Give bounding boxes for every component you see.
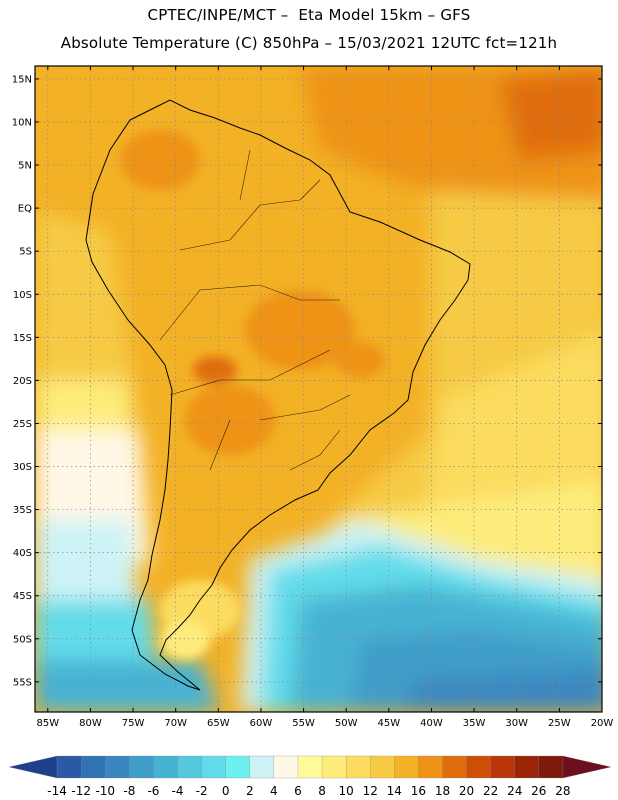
colorbar-swatch [225, 755, 251, 779]
lon-tick-label: 75W [122, 718, 145, 729]
colorbar-swatch [394, 755, 420, 779]
temperature-colorbar [8, 755, 612, 779]
continent-outline [85, 99, 471, 691]
colorbar-label: 16 [411, 784, 426, 798]
colorbar-label: -8 [123, 784, 135, 798]
colorbar-labels: -14 -12 -10 -8 -6 -4 -2 0 2 4 6 8 10 12 14 16 18 20 22 24 26… [47, 784, 570, 798]
lon-tick-label: 40W [420, 718, 443, 729]
colorbar-swatch [201, 755, 227, 779]
lon-tick-label: 55W [292, 718, 315, 729]
colorbar-label: 10 [338, 784, 353, 798]
map-title-line-2: Absolute Temperature (C) 850hPa – 15/03/… [60, 34, 558, 52]
lat-tick-label: 15S [13, 333, 32, 344]
colorbar-label: 26 [531, 784, 546, 798]
colorbar-swatch [538, 755, 564, 779]
lon-tick-label: 60W [250, 718, 273, 729]
lon-tick-label: 35W [463, 718, 486, 729]
lat-tick-label: 5S [19, 247, 32, 258]
colorbar-label: 4 [270, 784, 278, 798]
colorbar-label: -14 [47, 784, 67, 798]
colorbar-swatch [321, 755, 347, 779]
lon-tick-label: 70W [164, 718, 187, 729]
colorbar-swatch [177, 755, 203, 779]
lat-tick-label: 30S [13, 462, 32, 473]
colorbar-label: -6 [147, 784, 159, 798]
colorbar-swatch [418, 755, 444, 779]
colorbar-label: 20 [459, 784, 474, 798]
lat-tick-label: 50S [13, 634, 32, 645]
colorbar-swatch [249, 755, 275, 779]
lon-tick-label: 85W [36, 718, 59, 729]
lon-tick-label: 80W [79, 718, 102, 729]
lat-tick-label: 55S [13, 677, 32, 688]
colorbar-swatch [370, 755, 395, 779]
colorbar-swatch [273, 755, 299, 779]
lat-lon-grid [35, 66, 602, 712]
colorbar-label: -12 [71, 784, 91, 798]
lon-tick-label: 25W [548, 718, 571, 729]
lat-tick-label: 20S [13, 376, 32, 387]
colorbar-label: 24 [507, 784, 522, 798]
lat-tick-label: 25S [13, 419, 32, 430]
colorbar-swatch [129, 755, 155, 779]
lat-tick-label: 10S [13, 290, 32, 301]
lon-tick-label: 65W [207, 718, 230, 729]
lon-tick-label: 45W [378, 718, 401, 729]
country-borders [159, 149, 351, 471]
longitude-labels: 85W 80W 75W 70W 65W 60W 55W 50W 45W 40W 35W 30W 25W 2… [36, 718, 613, 729]
colorbar-label: 14 [387, 784, 402, 798]
colorbar-swatch [153, 755, 179, 779]
lat-tick-label: 35S [13, 505, 32, 516]
lat-tick-label: 5N [18, 161, 32, 172]
map-frame [34, 65, 603, 713]
axis-ticks [35, 66, 603, 712]
temperature-field [35, 66, 602, 712]
lat-tick-label: 40S [13, 548, 32, 559]
colorbar-swatch [56, 755, 82, 779]
colorbar-swatch [562, 755, 612, 779]
colorbar-swatch [81, 755, 106, 779]
colorbar-label: 12 [363, 784, 378, 798]
colorbar-swatch [442, 755, 468, 779]
colorbar-swatch [8, 755, 58, 779]
lat-tick-label: 45S [13, 591, 32, 602]
lon-tick-label: 30W [505, 718, 528, 729]
latitude-labels: 15N 10N 5N EQ 5S 10S 15S 20S 25S 30S 35S 40S 45S 50S 5… [12, 74, 32, 688]
colorbar-swatch [297, 755, 323, 779]
colorbar-label: 18 [435, 784, 450, 798]
colorbar-label: -2 [196, 784, 208, 798]
colorbar-label: 8 [318, 784, 326, 798]
colorbar-label: -4 [172, 784, 184, 798]
lon-tick-label: 50W [335, 718, 358, 729]
colorbar-swatch [514, 755, 540, 779]
colorbar-label: 22 [483, 784, 498, 798]
colorbar-label: 2 [246, 784, 254, 798]
colorbar-label: 28 [555, 784, 570, 798]
lon-tick-label: 20W [591, 718, 614, 729]
lat-tick-label: EQ [18, 204, 32, 215]
colorbar-swatch [345, 755, 371, 779]
colorbar-label: 0 [222, 784, 230, 798]
colorbar-label: 6 [294, 784, 302, 798]
lat-tick-label: 15N [12, 74, 32, 85]
colorbar-label: -10 [95, 784, 115, 798]
lat-tick-label: 10N [12, 117, 32, 128]
colorbar-swatch [105, 755, 130, 779]
colorbar-swatch [490, 755, 516, 779]
map-title-line-1: CPTEC/INPE/MCT – Eta Model 15km – GFS [147, 6, 471, 24]
colorbar-swatch [466, 755, 492, 779]
